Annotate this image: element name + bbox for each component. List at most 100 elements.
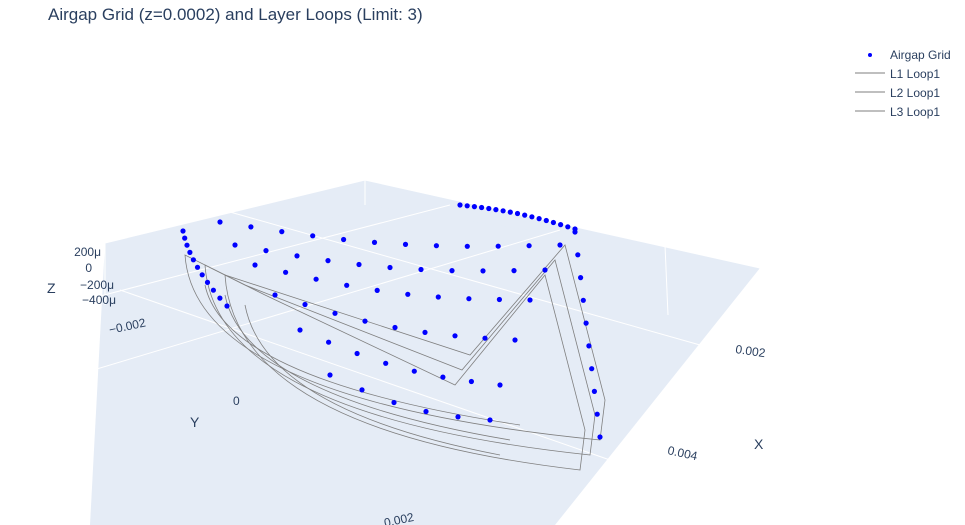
airgap-point-66 [405, 291, 411, 297]
airgap-point-60 [542, 267, 548, 273]
airgap-point-43 [371, 239, 378, 245]
airgap-point-67 [435, 294, 441, 300]
airgap-point-38 [217, 219, 223, 225]
airgap-point-87 [497, 382, 503, 388]
airgap-point-72 [302, 301, 308, 308]
airgap-point-36 [594, 411, 600, 417]
airgap-point-12 [543, 217, 549, 224]
airgap-point-44 [402, 241, 409, 247]
airgap-point-18 [182, 235, 188, 241]
airgap-point-21 [190, 257, 196, 263]
z-tick-0: 200μ [74, 245, 101, 259]
legend-item-l3-loop1[interactable]: L3 Loop1 [855, 105, 940, 119]
loop-inner-3 [244, 304, 501, 456]
legend-label-l1: L1 Loop1 [890, 67, 940, 81]
airgap-point-5 [493, 207, 499, 213]
legend-label-l3: L3 Loop1 [890, 105, 940, 119]
airgap-point-45 [433, 243, 439, 249]
airgap-point-89 [359, 387, 365, 393]
airgap-point-54 [356, 261, 362, 268]
legend-item-l1-loop1[interactable]: L1 Loop1 [855, 67, 940, 81]
chart-title: Airgap Grid (z=0.0002) and Layer Loops (… [48, 5, 423, 24]
legend-item-airgap-grid[interactable]: Airgap Grid [868, 48, 951, 62]
z-tick-3: −400μ [82, 293, 116, 307]
airgap-point-58 [480, 268, 486, 274]
airgap-point-55 [387, 264, 393, 271]
loop-1 [184, 244, 606, 441]
airgap-point-28 [572, 229, 578, 235]
airgap-point-11 [536, 216, 542, 222]
airgap-point-88 [327, 372, 333, 378]
grid-line-0 [104, 179, 366, 244]
airgap-point-41 [310, 233, 316, 239]
airgap-point-48 [526, 243, 532, 249]
airgap-point-40 [279, 229, 285, 235]
grid-line-2 [59, 229, 561, 381]
airgap-point-64 [344, 282, 350, 288]
airgap-point-14 [558, 222, 564, 228]
airgap-point-22 [194, 264, 201, 270]
airgap-point-77 [452, 333, 458, 339]
airgap-point-81 [326, 339, 332, 345]
airgap-point-46 [464, 243, 470, 249]
loop-inner-2 [224, 294, 511, 441]
airgap-point-91 [423, 408, 429, 415]
z-tick-1: 0 [85, 261, 92, 275]
legend: Airgap Grid L1 Loop1 L2 Loop1 L3 Loop1 [855, 48, 951, 119]
airgap-point-20 [187, 249, 193, 255]
airgap-point-86 [468, 378, 474, 385]
y-tick-2: 0.002 [383, 510, 416, 525]
airgap-point-1 [464, 203, 470, 209]
airgap-point-90 [391, 399, 397, 406]
airgap-point-62 [283, 269, 289, 275]
airgap-point-19 [184, 242, 190, 248]
legend-marker-airgap-grid [868, 53, 872, 57]
airgap-point-42 [341, 236, 347, 243]
airgap-point-57 [449, 268, 455, 274]
airgap-point-15 [565, 224, 571, 230]
legend-item-l2-loop1[interactable]: L2 Loop1 [855, 86, 940, 100]
airgap-point-61 [252, 262, 258, 268]
airgap-point-23 [199, 272, 205, 278]
airgap-point-29 [575, 252, 581, 258]
x-tick-1: 0.004 [666, 443, 699, 463]
grid-line-4 [229, 211, 701, 346]
airgap-point-7 [507, 209, 513, 215]
airgap-point-73 [332, 310, 338, 316]
airgap-point-26 [217, 295, 223, 301]
airgap-point-84 [411, 368, 417, 374]
airgap-point-83 [383, 360, 389, 366]
grid-line-8 [749, 267, 761, 331]
legend-label-airgap-grid: Airgap Grid [890, 48, 951, 62]
grid-line-9 [664, 244, 669, 316]
airgap-point-50 [232, 242, 238, 248]
airgap-point-65 [374, 287, 380, 293]
airgap-point-63 [313, 276, 319, 282]
airgap-point-49 [557, 242, 563, 248]
airgap-point-32 [583, 320, 589, 326]
airgap-point-8 [514, 210, 521, 217]
airgap-grid-points [180, 202, 603, 440]
airgap-point-79 [512, 337, 518, 343]
airgap-point-75 [392, 324, 398, 331]
airgap-point-35 [591, 388, 598, 394]
airgap-point-52 [294, 253, 300, 259]
airgap-point-0 [457, 202, 463, 208]
airgap-point-70 [527, 297, 533, 303]
floor-plane [90, 180, 760, 525]
airgap-point-37 [597, 434, 603, 440]
airgap-point-33 [586, 343, 592, 349]
airgap-point-80 [297, 327, 303, 333]
airgap-point-3 [479, 204, 485, 211]
airgap-point-76 [422, 329, 428, 335]
airgap-point-92 [455, 414, 461, 420]
airgap-point-34 [589, 366, 595, 372]
airgap-point-30 [578, 275, 584, 281]
airgap-point-85 [440, 374, 446, 380]
airgap-point-27 [224, 303, 230, 309]
airgap-point-6 [500, 208, 506, 214]
airgap-point-51 [263, 248, 269, 254]
x-axis-label: X [754, 436, 764, 452]
airgap-point-47 [495, 243, 501, 249]
